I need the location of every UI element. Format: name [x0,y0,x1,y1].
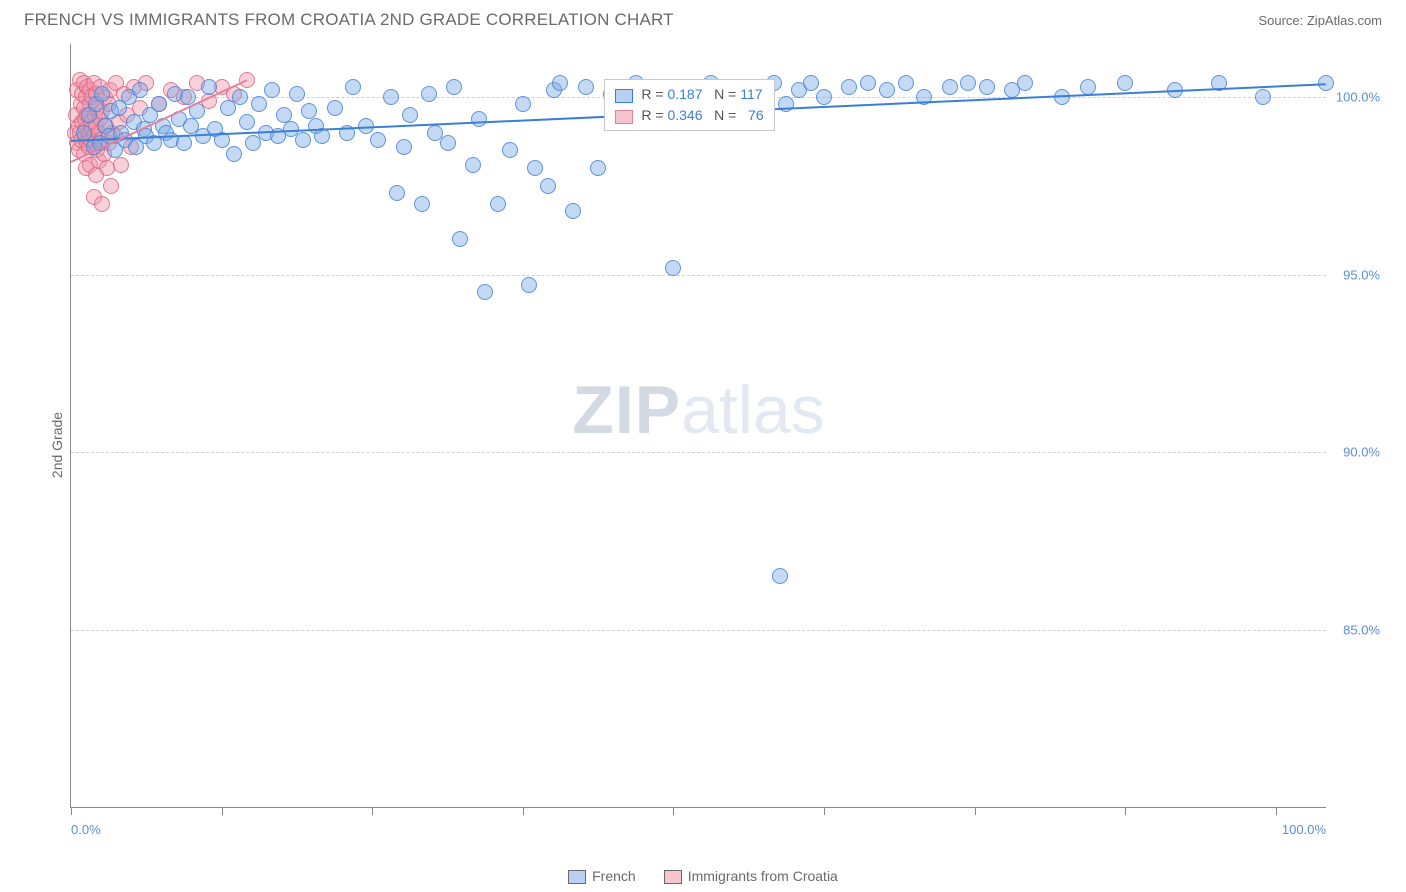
data-point-blue [772,568,788,584]
gridline-h [71,452,1326,453]
data-point-blue [402,107,418,123]
gridline-h [71,630,1326,631]
data-point-blue [94,86,110,102]
data-point-blue [295,132,311,148]
legend: French Immigrants from Croatia [0,868,1406,884]
x-tick [523,807,524,815]
y-tick-label: 90.0% [1343,445,1380,460]
y-axis-label: 2nd Grade [49,412,65,478]
data-point-blue [232,89,248,105]
data-point-blue [578,79,594,95]
x-tick [673,807,674,815]
data-point-blue [201,79,217,95]
data-point-blue [176,135,192,151]
data-point-blue [1080,79,1096,95]
data-point-blue [515,96,531,112]
data-point-blue [396,139,412,155]
gridline-h [71,275,1326,276]
data-point-blue [898,75,914,91]
data-point-blue [1255,89,1271,105]
x-tick [824,807,825,815]
data-point-blue [345,79,361,95]
legend-item-french: French [568,868,636,884]
data-point-blue [239,114,255,130]
data-point-blue [370,132,386,148]
x-tick [975,807,976,815]
x-tick-label: 0.0% [71,822,101,837]
data-point-blue [490,196,506,212]
data-point-blue [565,203,581,219]
data-point-blue [502,142,518,158]
data-point-blue [389,185,405,201]
swatch-blue [568,870,586,884]
y-tick-label: 95.0% [1343,267,1380,282]
x-tick [1125,807,1126,815]
data-point-blue [816,89,832,105]
chart-container: 2nd Grade ZIPatlas 85.0%90.0%95.0%100.0%… [24,44,1382,846]
data-point-blue [803,75,819,91]
plot-area: ZIPatlas 85.0%90.0%95.0%100.0%0.0%100.0%… [70,44,1326,808]
data-point-blue [960,75,976,91]
stat-swatch-pink [615,110,633,124]
data-point-blue [879,82,895,98]
data-point-blue [540,178,556,194]
data-point-blue [452,231,468,247]
data-point-blue [590,160,606,176]
data-point-blue [289,86,305,102]
data-point-blue [251,96,267,112]
legend-item-croatia: Immigrants from Croatia [664,868,838,884]
data-point-blue [1117,75,1133,91]
data-point-blue [979,79,995,95]
data-point-blue [421,86,437,102]
y-tick-label: 100.0% [1336,90,1380,105]
y-tick-label: 85.0% [1343,622,1380,637]
data-point-pink [94,196,110,212]
correlation-stats-box: R = 0.187 N = 117R = 0.346 N = 76 [604,79,774,131]
source-attribution: Source: ZipAtlas.com [1258,13,1382,28]
data-point-blue [151,96,167,112]
data-point-blue [778,96,794,112]
data-point-blue [264,82,280,98]
data-point-blue [942,79,958,95]
x-tick [372,807,373,815]
data-point-blue [446,79,462,95]
watermark: ZIPatlas [572,371,824,449]
x-tick [71,807,72,815]
data-point-blue [132,82,148,98]
stat-swatch-blue [615,89,633,103]
data-point-blue [477,284,493,300]
x-tick [1276,807,1277,815]
data-point-blue [440,135,456,151]
data-point-blue [552,75,568,91]
data-point-blue [471,111,487,127]
data-point-pink [113,157,129,173]
data-point-blue [860,75,876,91]
swatch-pink [664,870,682,884]
data-point-blue [665,260,681,276]
data-point-blue [383,89,399,105]
x-tick-label: 100.0% [1282,822,1326,837]
data-point-blue [1017,75,1033,91]
x-tick [222,807,223,815]
chart-title: FRENCH VS IMMIGRANTS FROM CROATIA 2ND GR… [24,10,674,30]
data-point-pink [103,178,119,194]
data-point-blue [841,79,857,95]
data-point-blue [414,196,430,212]
data-point-blue [521,277,537,293]
data-point-blue [465,157,481,173]
data-point-blue [327,100,343,116]
data-point-blue [226,146,242,162]
data-point-blue [527,160,543,176]
